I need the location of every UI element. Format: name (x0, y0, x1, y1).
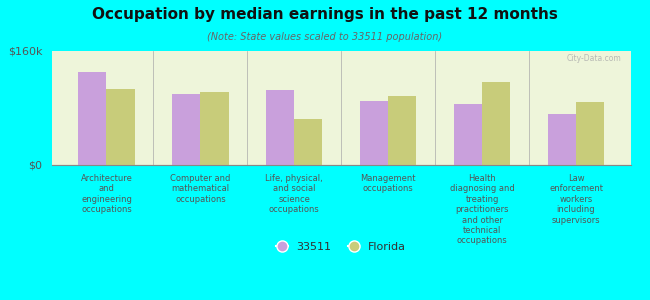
Bar (482, 82, 510, 165)
Bar (107, 89, 135, 165)
Bar (548, 114, 576, 165)
Text: Occupation by median earnings in the past 12 months: Occupation by median earnings in the pas… (92, 8, 558, 22)
Text: City-Data.com: City-Data.com (567, 54, 622, 63)
Bar (78, 72, 107, 165)
Bar (576, 102, 604, 165)
Bar (172, 94, 200, 165)
Bar (294, 119, 322, 165)
Bar (360, 101, 388, 165)
Bar (454, 104, 482, 165)
Text: (Note: State values scaled to 33511 population): (Note: State values scaled to 33511 popu… (207, 32, 443, 41)
Bar (266, 90, 294, 165)
Bar (388, 96, 417, 165)
Bar (200, 92, 229, 165)
Legend: 33511, Florida: 33511, Florida (272, 237, 411, 256)
